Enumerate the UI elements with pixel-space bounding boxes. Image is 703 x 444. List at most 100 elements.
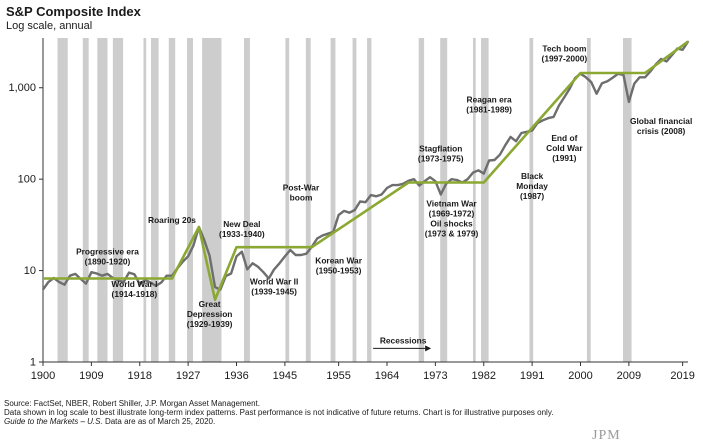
footer: Source: FactSet, NBER, Robert Shiller, J… <box>4 399 564 427</box>
annotation-label: (1997-2000) <box>542 53 588 63</box>
x-tick-label: 1927 <box>176 370 200 382</box>
index-point <box>391 184 394 187</box>
index-point <box>541 119 544 122</box>
index-point <box>515 140 517 143</box>
recession-band <box>82 38 89 362</box>
index-point <box>138 283 141 286</box>
index-point <box>246 268 249 271</box>
annotation-label: crisis (2008) <box>637 126 686 136</box>
index-point <box>455 179 458 181</box>
index-point <box>439 193 442 196</box>
annotation-label: (1973 & 1979) <box>425 229 479 239</box>
index-point <box>477 169 480 172</box>
annotation-label: Reagan era <box>467 94 512 104</box>
series <box>42 40 690 302</box>
x-tick-label: 2000 <box>568 370 592 382</box>
recession-band <box>97 38 108 362</box>
annotation-label: (1987) <box>520 191 544 201</box>
index-point <box>337 214 340 216</box>
index-point <box>316 237 319 240</box>
annotation-label: (1929-1939) <box>187 319 233 329</box>
annotation-label: Oil shocks <box>430 219 473 229</box>
index-point <box>369 194 372 196</box>
index-point <box>498 153 501 156</box>
annotation: Stagflation(1973-1975) <box>418 144 464 164</box>
annotations: Progressive era(1890-1920) Roaring 20s Wor… <box>76 43 692 352</box>
index-point <box>547 117 550 120</box>
index-point <box>429 176 431 179</box>
index-point <box>611 76 614 79</box>
y-tick-label: 1 <box>30 357 36 369</box>
index-point <box>375 195 378 198</box>
recession-band <box>418 38 425 362</box>
recession-band <box>481 38 489 362</box>
recession-band <box>285 38 290 362</box>
index-point <box>257 265 259 268</box>
index-point <box>482 172 485 175</box>
index-point <box>633 82 636 85</box>
index-point <box>568 87 571 90</box>
index-point <box>343 209 345 212</box>
recession-band <box>187 38 193 362</box>
annotation-label: Progressive era <box>76 246 139 256</box>
index-point <box>133 273 136 276</box>
index-point <box>117 279 120 282</box>
annotation-label: (1981-1989) <box>466 104 512 114</box>
x-tick-label: 2019 <box>670 370 694 382</box>
annotation: World War II(1939-1945) <box>250 277 298 297</box>
index-point <box>251 262 254 265</box>
chart-title: S&P Composite Index <box>6 4 141 19</box>
recession-band <box>622 38 632 362</box>
index-point <box>606 80 609 83</box>
x-tick-label: 1945 <box>273 370 297 382</box>
annotation-label: Monday <box>516 181 548 191</box>
annotation: Recessions <box>380 335 427 345</box>
footer-guide: Guide to the Markets – U.S. Data are as … <box>4 417 564 426</box>
index-point <box>101 274 104 277</box>
annotation: Tech boom(1997-2000) <box>542 43 588 63</box>
index-point <box>472 171 474 174</box>
recession-band <box>151 38 159 362</box>
annotation-label: Black <box>521 171 544 181</box>
index-point <box>42 288 44 291</box>
annotation-label: End of <box>551 133 577 143</box>
annotation-label: (1933-1940) <box>219 229 265 239</box>
x-tick-label: 2009 <box>617 370 641 382</box>
index-point <box>283 255 286 258</box>
recession-band <box>143 38 147 362</box>
annotation: Korean War(1950-1953) <box>315 255 362 275</box>
annotation-label: Post-War <box>283 183 320 193</box>
x-tick-label: 1936 <box>224 370 248 382</box>
jpm-logo: JPM <box>592 428 621 443</box>
recession-band <box>168 38 176 362</box>
annotation: World War I(1914-1918) <box>111 279 157 299</box>
x-tick-label: 1964 <box>375 370 399 382</box>
annotation: New Deal(1933-1940) <box>219 219 265 239</box>
index-point <box>294 254 297 256</box>
index-point <box>90 271 93 274</box>
recession-band <box>57 38 68 362</box>
index-point <box>160 281 163 284</box>
index-point <box>353 209 356 211</box>
chart-subtitle: Log scale, annual <box>6 20 93 32</box>
annotation-label: Roaring 20s <box>148 215 196 225</box>
annotation-label: Recessions <box>380 335 427 345</box>
index-point <box>230 272 233 275</box>
index-point <box>106 272 109 275</box>
index-point <box>590 81 593 84</box>
annotation: Reagan era(1981-1989) <box>466 94 512 114</box>
index-point <box>380 193 383 196</box>
index-point <box>128 271 130 274</box>
recession-band <box>586 38 591 362</box>
x-tick-label: 1973 <box>423 370 447 382</box>
annotation-label: Global financial <box>630 116 692 126</box>
annotation-label: Korean War <box>315 255 362 265</box>
annotation-label: boom <box>290 193 313 203</box>
annotation-label: Great <box>199 299 221 309</box>
index-point <box>493 159 496 161</box>
index-line <box>42 40 690 291</box>
index-point <box>412 178 415 181</box>
index-point <box>488 159 491 162</box>
